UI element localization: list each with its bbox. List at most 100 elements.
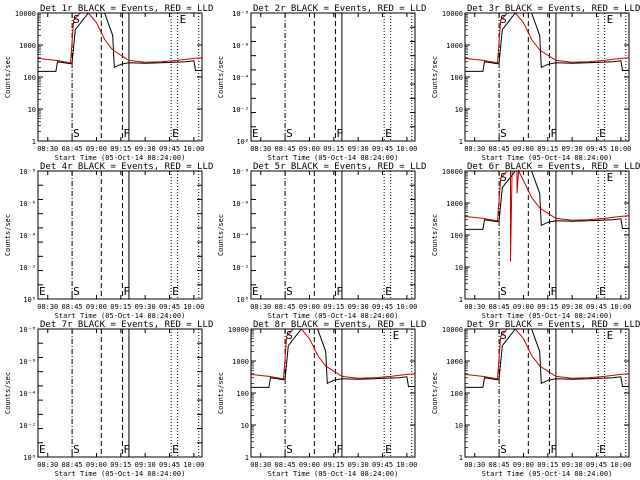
x-tick-label: 09:15 (110, 461, 131, 469)
y-tick-label: 1000 (446, 200, 463, 208)
marker-label-e: E (599, 127, 606, 140)
y-tick-label: 1 (245, 454, 249, 462)
x-tick-label: 09:00 (299, 461, 320, 469)
y-tick-label: 10⁻⁴ (232, 232, 249, 240)
y-tick-label: 100 (450, 232, 463, 240)
marker-label-top-e: E (393, 329, 400, 342)
x-tick-label: 09:15 (537, 461, 558, 469)
x-tick-label: 08:30 (250, 145, 271, 153)
marker-label-f: F (336, 443, 343, 456)
y-tick-label: 10⁻⁶ (232, 42, 249, 50)
series-lld-line (37, 12, 203, 64)
series-events-line (38, 12, 202, 72)
x-axis-label: Start Time (05-Oct-14 08:24:00) (482, 312, 613, 320)
marker-label-s: S (286, 127, 293, 140)
x-tick-label: 09:30 (135, 461, 156, 469)
y-tick-label: 10⁻² (19, 264, 36, 272)
x-tick-label: 09:45 (372, 303, 393, 311)
y-axis-label: Counts/sec (217, 372, 225, 414)
panel-det-8: 08:30 08:45 09:00 09:15 09:30 09:45 10:00 1 10 10… (217, 320, 426, 478)
marker-label-f: F (123, 285, 130, 298)
y-tick-label: 10⁻² (232, 106, 249, 114)
marker-label-f: F (550, 285, 557, 298)
x-tick-label: 09:00 (299, 303, 320, 311)
series-events-line (465, 12, 629, 72)
x-axis-label: Start Time (05-Oct-14 08:24:00) (268, 154, 399, 162)
y-tick-label: 10000 (442, 10, 463, 18)
panel-det-6: 08:30 08:45 09:00 09:15 09:30 09:45 10:00 1 10 10… (431, 162, 640, 320)
marker-label-s: S (286, 443, 293, 456)
y-tick-label: 10 (28, 106, 36, 114)
x-tick-label: 09:30 (562, 461, 583, 469)
series-events-line (465, 328, 629, 388)
panel-title: Det 9r BLACK = Events, RED = LLD (467, 320, 640, 330)
marker-label-e: E (599, 443, 606, 456)
y-axis-label: Counts/sec (431, 214, 439, 256)
marker-label-f: F (123, 443, 130, 456)
series-lld-line (464, 169, 630, 262)
x-tick-label: 08:45 (489, 303, 510, 311)
panel-det-5: 08:30 08:45 09:00 09:15 09:30 09:45 10:00 10⁰ 10… (217, 162, 426, 320)
panel-title: Det 6r BLACK = Events, RED = LLD (467, 162, 640, 172)
y-tick-label: 10⁻² (19, 422, 36, 430)
y-tick-label: 10⁰ (236, 296, 249, 304)
y-tick-label: 10⁻⁸ (19, 168, 36, 176)
x-tick-label: 10:00 (396, 461, 417, 469)
x-tick-label: 08:45 (489, 461, 510, 469)
panel-title: Det 7r BLACK = Events, RED = LLD (40, 320, 213, 330)
y-tick-label: 10000 (442, 168, 463, 176)
y-tick-label: 1 (32, 138, 36, 146)
marker-label-top-e: E (607, 329, 614, 342)
y-tick-label: 10⁻⁴ (232, 74, 249, 82)
x-tick-label: 08:45 (489, 145, 510, 153)
x-tick-label: 10:00 (610, 303, 631, 311)
x-tick-label: 10:00 (396, 303, 417, 311)
marker-label-top-s: S (500, 13, 507, 26)
x-tick-label: 08:45 (62, 303, 83, 311)
y-tick-label: 10⁰ (23, 454, 36, 462)
x-axis-label: Start Time (05-Oct-14 08:24:00) (268, 312, 399, 320)
x-tick-label: 09:15 (110, 145, 131, 153)
x-tick-label: 10:00 (183, 303, 204, 311)
x-tick-label: 09:30 (348, 145, 369, 153)
y-tick-label: 1000 (446, 358, 463, 366)
x-tick-label: 10:00 (396, 145, 417, 153)
x-axis-label: Start Time (05-Oct-14 08:24:00) (55, 470, 186, 478)
x-tick-label: 09:30 (348, 303, 369, 311)
x-tick-label: 08:30 (250, 461, 271, 469)
marker-label-s: S (73, 127, 80, 140)
y-axis-label: Counts/sec (431, 56, 439, 98)
marker-label-e: E (172, 285, 179, 298)
y-tick-label: 10⁰ (23, 296, 36, 304)
y-axis-label: Counts/sec (217, 56, 225, 98)
marker-label-s: S (286, 285, 293, 298)
marker-label-top-s: S (500, 171, 507, 184)
y-axis-label: Counts/sec (4, 214, 12, 256)
x-tick-label: 09:15 (323, 303, 344, 311)
x-tick-label: 08:30 (250, 303, 271, 311)
x-tick-label: 09:30 (135, 145, 156, 153)
y-tick-label: 1 (459, 138, 463, 146)
x-tick-label: 09:45 (159, 303, 180, 311)
panel-title: Det 5r BLACK = Events, RED = LLD (253, 162, 426, 172)
x-tick-label: 08:30 (37, 303, 58, 311)
y-tick-label: 1000 (19, 42, 36, 50)
y-tick-label: 10⁻⁸ (232, 168, 249, 176)
x-tick-label: 09:00 (513, 145, 534, 153)
y-tick-label: 10⁻⁶ (232, 200, 249, 208)
marker-label-e: E (252, 285, 259, 298)
x-tick-label: 09:15 (323, 145, 344, 153)
marker-label-s: S (500, 285, 507, 298)
y-tick-label: 10⁻⁶ (19, 358, 36, 366)
y-tick-label: 10000 (228, 326, 249, 334)
x-axis-label: Start Time (05-Oct-14 08:24:00) (55, 154, 186, 162)
marker-label-top-s: S (500, 329, 507, 342)
x-tick-label: 09:15 (537, 145, 558, 153)
x-tick-label: 08:45 (275, 461, 296, 469)
panel-det-9: 08:30 08:45 09:00 09:15 09:30 09:45 10:00 1 10 10… (431, 320, 640, 478)
y-tick-label: 10⁰ (236, 138, 249, 146)
x-tick-label: 09:30 (562, 303, 583, 311)
y-tick-label: 10 (455, 106, 463, 114)
